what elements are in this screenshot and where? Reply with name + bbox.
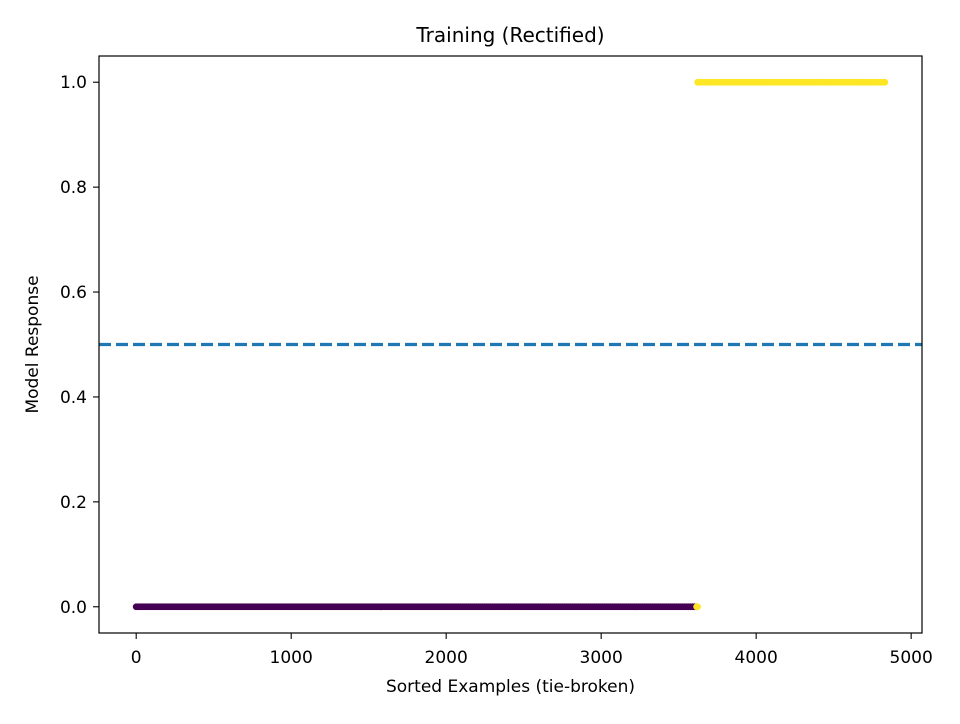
y-tick-label: 0.6 bbox=[60, 283, 87, 303]
data-point bbox=[694, 603, 701, 611]
x-tick-label: 5000 bbox=[890, 648, 933, 668]
series-0 bbox=[132, 603, 700, 611]
x-tick-label: 4000 bbox=[735, 648, 778, 668]
y-axis-ticks: 0.0 0.2 0.4 0.6 0.8 1.0 bbox=[60, 73, 99, 618]
y-tick-label: 0.8 bbox=[60, 178, 87, 198]
x-axis-label: Sorted Examples (tie-broken) bbox=[386, 677, 635, 697]
series-2 bbox=[694, 78, 889, 86]
y-axis-label: Model Response bbox=[23, 275, 43, 413]
series-layer bbox=[132, 78, 889, 611]
plot-frame bbox=[98, 55, 923, 634]
y-tick-label: 0.2 bbox=[60, 493, 87, 513]
y-tick-label: 0.4 bbox=[60, 388, 87, 408]
x-tick-label: 0 bbox=[131, 648, 142, 668]
y-tick-label: 1.0 bbox=[60, 73, 87, 93]
x-tick-label: 3000 bbox=[580, 648, 623, 668]
x-axis-ticks: 0 1000 2000 3000 4000 5000 bbox=[131, 633, 933, 668]
x-tick-label: 1000 bbox=[270, 648, 313, 668]
x-tick-label: 2000 bbox=[425, 648, 468, 668]
chart-title: Training (Rectified) bbox=[415, 23, 604, 47]
series-1 bbox=[693, 603, 701, 611]
y-tick-label: 0.0 bbox=[60, 598, 87, 618]
data-point bbox=[881, 78, 889, 86]
